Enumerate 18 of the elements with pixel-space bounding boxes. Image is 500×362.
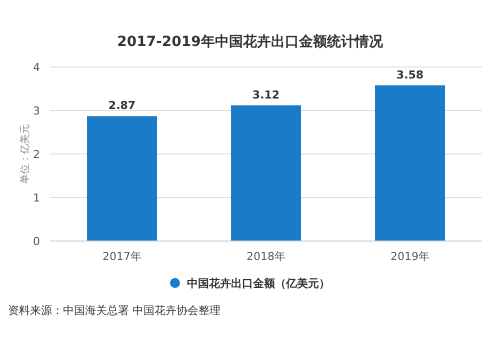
chart-title: 2017-2019年中国花卉出口金额统计情况 bbox=[117, 33, 384, 50]
data-label: 2.87 bbox=[108, 99, 136, 112]
data-label: 3.12 bbox=[252, 88, 280, 102]
y-axis-title: 单位：亿美元 bbox=[19, 124, 31, 184]
data-label: 3.58 bbox=[396, 68, 424, 82]
bar bbox=[375, 85, 445, 241]
x-tick-label: 2018年 bbox=[246, 250, 286, 263]
legend-label: 中国花卉出口金额（亿美元） bbox=[187, 277, 330, 290]
y-tick-label: 0 bbox=[33, 235, 40, 248]
bar bbox=[87, 116, 157, 241]
y-tick-label: 3 bbox=[33, 104, 40, 118]
x-tick-label: 2019年 bbox=[390, 250, 430, 263]
bar bbox=[231, 105, 301, 241]
y-tick-label: 1 bbox=[33, 192, 40, 204]
y-tick-label: 4 bbox=[33, 61, 40, 74]
x-tick-label: 2017年 bbox=[102, 250, 142, 263]
text: 资料来源：中国海关总署 中国花卉协会整理 bbox=[8, 304, 220, 317]
y-tick-label: 2 bbox=[33, 148, 40, 161]
